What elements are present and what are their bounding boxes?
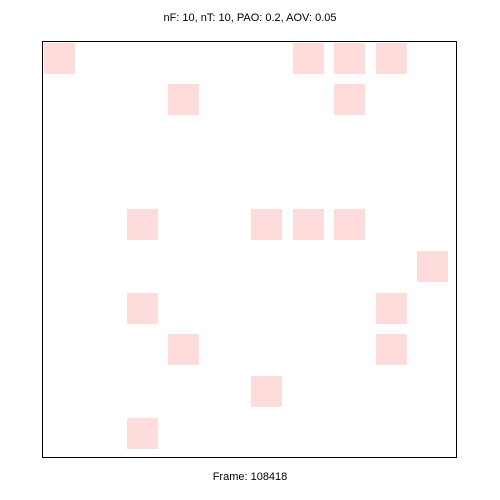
game-board[interactable]	[42, 41, 457, 458]
highlighted-cell	[375, 42, 407, 74]
highlighted-cell	[292, 42, 324, 74]
highlighted-cell	[126, 417, 158, 449]
highlighted-cell	[375, 292, 407, 324]
highlighted-cell	[251, 209, 282, 241]
highlighted-cell	[334, 84, 365, 116]
highlighted-cell	[334, 209, 365, 241]
highlighted-cell	[126, 292, 158, 324]
highlighted-cell	[168, 334, 199, 366]
status-header: nF: 10, nT: 10, PAO: 0.2, AOV: 0.05	[163, 12, 337, 24]
highlighted-cell	[375, 334, 407, 366]
highlighted-cell	[334, 42, 365, 74]
highlighted-cell	[168, 84, 199, 116]
highlighted-cell	[251, 376, 282, 408]
highlighted-cell	[417, 251, 448, 282]
frame-counter: Frame: 108418	[212, 471, 288, 483]
highlighted-cell	[292, 209, 324, 241]
highlighted-cell	[126, 209, 158, 241]
highlighted-cell	[43, 42, 75, 74]
